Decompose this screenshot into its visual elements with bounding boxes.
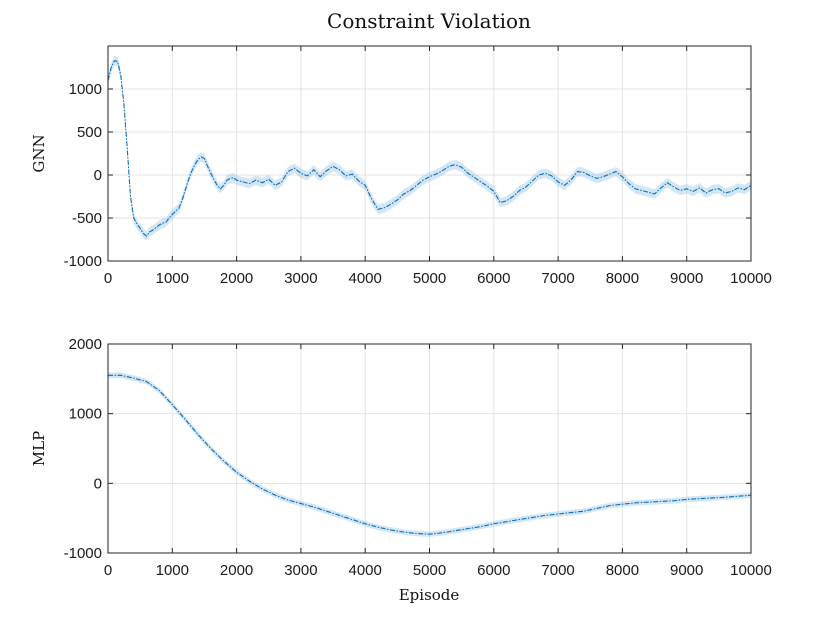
gnn-y-axis-label: GNN — [30, 134, 48, 172]
x-tick-label: 8000 — [606, 562, 639, 579]
x-tick-label: 5000 — [413, 270, 446, 287]
x-tick-label: 6000 — [477, 562, 510, 579]
y-tick-label: -500 — [72, 210, 102, 227]
x-tick-label: 2000 — [220, 270, 253, 287]
chart-title: Constraint Violation — [327, 9, 531, 33]
x-tick-label: 10000 — [730, 270, 772, 287]
x-tick-label: 2000 — [220, 562, 253, 579]
x-axis-label: Episode — [399, 586, 460, 604]
y-tick-label: 1000 — [69, 81, 102, 98]
y-tick-label: -1000 — [64, 253, 102, 270]
x-tick-label: 3000 — [284, 270, 317, 287]
x-tick-label: 10000 — [730, 562, 772, 579]
x-tick-label: 5000 — [413, 562, 446, 579]
y-tick-label: 500 — [77, 124, 102, 141]
x-tick-label: 7000 — [541, 562, 574, 579]
x-tick-label: 8000 — [606, 270, 639, 287]
gnn-series-line — [107, 59, 752, 237]
x-tick-label: 4000 — [349, 270, 382, 287]
x-tick-label: 9000 — [670, 562, 703, 579]
mlp-series-line — [108, 374, 752, 535]
x-tick-label: 4000 — [349, 562, 382, 579]
mlp-subplot: 0 1000 2000 3000 4000 5000 6000 7000 8000 9000 100… — [30, 336, 772, 579]
mlp-y-axis-label: MLP — [30, 431, 48, 466]
x-tick-label: 3000 — [284, 562, 317, 579]
y-tick-label: 1000 — [69, 406, 102, 423]
x-tick-label: 0 — [104, 270, 112, 287]
y-tick-label: 2000 — [69, 336, 102, 353]
y-tick-label: 0 — [94, 167, 102, 184]
x-tick-label: 9000 — [670, 270, 703, 287]
x-tick-label: 1000 — [156, 562, 189, 579]
y-tick-label: -1000 — [64, 545, 102, 562]
x-tick-label: 6000 — [477, 270, 510, 287]
gnn-subplot: 0 1000 2000 3000 4000 5000 6000 7000 8000 9000 100… — [30, 45, 772, 287]
x-tick-label: 1000 — [156, 270, 189, 287]
x-tick-label: 7000 — [541, 270, 574, 287]
y-tick-label: 0 — [94, 475, 102, 492]
x-tick-label: 0 — [104, 562, 112, 579]
